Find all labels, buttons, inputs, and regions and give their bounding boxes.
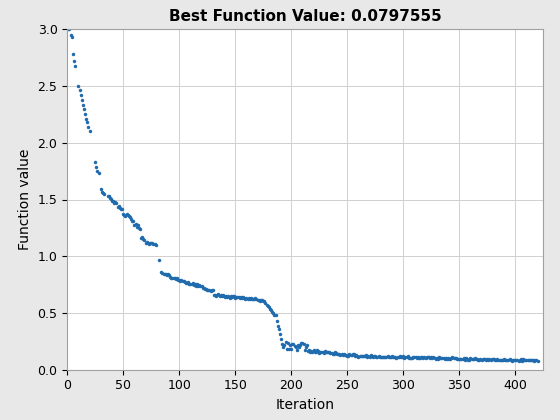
Title: Best Function Value: 0.0797555: Best Function Value: 0.0797555 xyxy=(169,9,442,24)
X-axis label: Iteration: Iteration xyxy=(276,398,335,412)
Y-axis label: Function value: Function value xyxy=(18,149,32,250)
